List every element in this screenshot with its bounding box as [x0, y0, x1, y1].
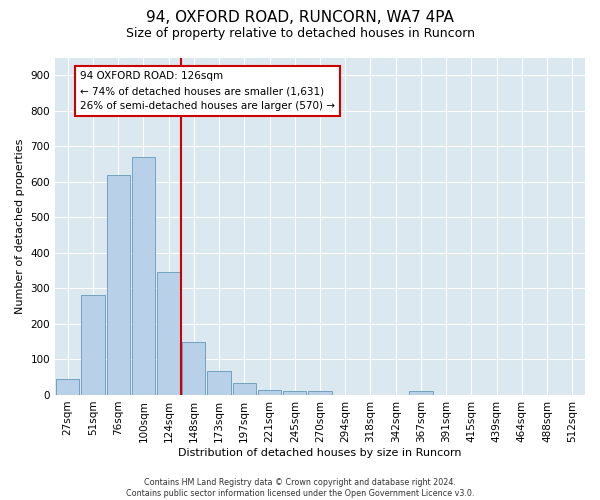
Text: 94, OXFORD ROAD, RUNCORN, WA7 4PA: 94, OXFORD ROAD, RUNCORN, WA7 4PA: [146, 10, 454, 25]
Y-axis label: Number of detached properties: Number of detached properties: [15, 138, 25, 314]
Bar: [81, 296, 104, 395]
Bar: [409, 392, 433, 395]
Bar: [107, 174, 130, 395]
Bar: [208, 371, 230, 395]
Bar: [157, 272, 180, 395]
Text: Size of property relative to detached houses in Runcorn: Size of property relative to detached ho…: [125, 28, 475, 40]
Bar: [182, 342, 205, 395]
Text: 94 OXFORD ROAD: 126sqm
← 74% of detached houses are smaller (1,631)
26% of semi-: 94 OXFORD ROAD: 126sqm ← 74% of detached…: [80, 72, 335, 111]
Bar: [308, 392, 332, 395]
X-axis label: Distribution of detached houses by size in Runcorn: Distribution of detached houses by size …: [178, 448, 462, 458]
Text: Contains HM Land Registry data © Crown copyright and database right 2024.
Contai: Contains HM Land Registry data © Crown c…: [126, 478, 474, 498]
Bar: [56, 380, 79, 395]
Bar: [132, 157, 155, 395]
Bar: [258, 390, 281, 395]
Bar: [233, 383, 256, 395]
Bar: [283, 390, 307, 395]
